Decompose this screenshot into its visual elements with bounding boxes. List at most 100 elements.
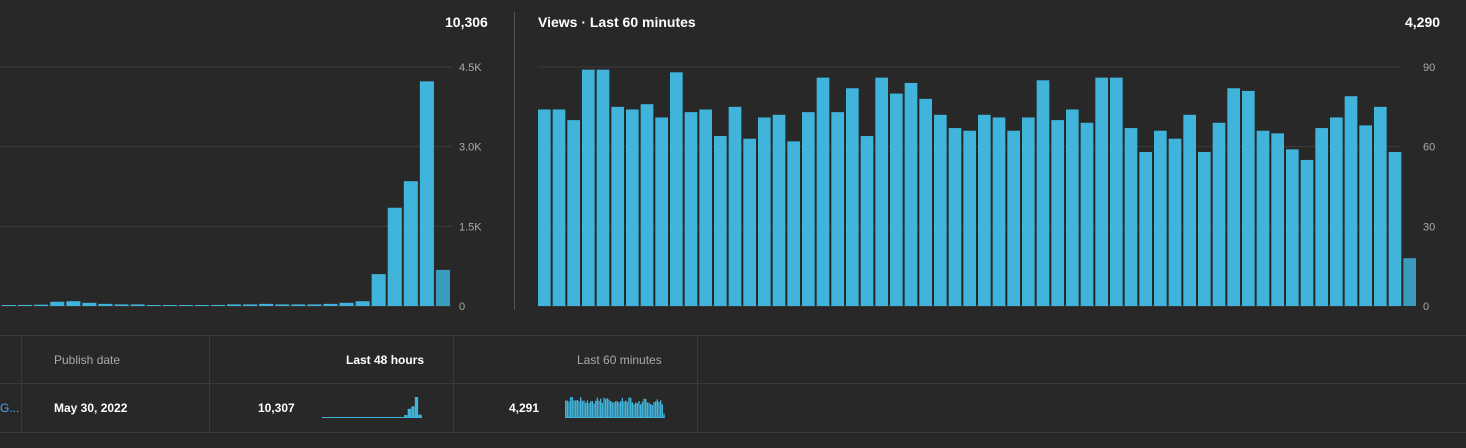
views-60m-bar[interactable] [1183, 114, 1196, 306]
views-48h-bar[interactable] [371, 274, 386, 306]
views-48h-bar[interactable] [66, 301, 81, 306]
views-48h-bar[interactable] [227, 304, 242, 306]
views-48h-bar[interactable] [275, 304, 290, 306]
views-60m-bar[interactable] [1066, 109, 1079, 306]
views-60m-bar[interactable] [728, 106, 742, 306]
views-60m-bar[interactable] [552, 109, 566, 306]
sparkline-60m-bar [568, 401, 570, 418]
views-60m-bar[interactable] [596, 69, 610, 307]
sparkline-60m-bar [578, 401, 580, 418]
views-60m-bar[interactable] [626, 109, 639, 306]
views-60m-bar[interactable] [816, 77, 830, 306]
views-60m-bar[interactable] [758, 117, 771, 306]
views-60m-bar[interactable] [1374, 106, 1387, 306]
views-60m-bar[interactable] [1154, 130, 1167, 306]
views-60m-bar[interactable] [1051, 120, 1064, 306]
views-48h-bar[interactable] [419, 81, 434, 306]
views-60m-bar[interactable] [1110, 77, 1123, 306]
views-48h-bar[interactable] [34, 304, 49, 306]
views-60m-bar[interactable] [1403, 258, 1416, 306]
views-48h-bar[interactable] [435, 269, 450, 306]
views-48h-bar[interactable] [339, 302, 354, 306]
views-48h-bar[interactable] [323, 303, 338, 306]
views-60m-bar[interactable] [1198, 151, 1211, 306]
header-last-60-minutes[interactable]: Last 60 minutes [577, 353, 662, 367]
views-60m-bar[interactable] [904, 82, 918, 306]
views-60m-bar[interactable] [934, 114, 947, 306]
views-60m-bar[interactable] [1359, 125, 1372, 306]
views-60m-bar[interactable] [846, 88, 859, 306]
views-60m-bar[interactable] [1168, 138, 1182, 306]
views-60m-bar[interactable] [684, 112, 698, 307]
views-48h-bar[interactable] [130, 304, 145, 306]
views-48h-bar[interactable] [403, 181, 418, 306]
views-60m-bar[interactable] [1330, 117, 1343, 306]
views-48h-bar[interactable] [114, 304, 129, 306]
views-60m-bar[interactable] [1036, 80, 1050, 307]
views-60m-bar[interactable] [992, 117, 1006, 306]
views-48h-bar[interactable] [355, 301, 370, 306]
views-60m-bar[interactable] [582, 69, 595, 307]
views-60m-bar[interactable] [1095, 77, 1108, 306]
views-48h-bar[interactable] [194, 305, 209, 306]
views-60m-bar[interactable] [963, 130, 976, 306]
views-48h-bar[interactable] [243, 304, 258, 306]
views-60m-bar[interactable] [1256, 130, 1270, 306]
views-60m-bar[interactable] [919, 98, 932, 306]
views-48h-bar[interactable] [210, 304, 225, 306]
views-60m-bar[interactable] [1300, 159, 1314, 306]
views-60m-bar[interactable] [538, 109, 551, 306]
views-60m-bar[interactable] [714, 136, 727, 306]
views-60m-bar[interactable] [802, 112, 815, 307]
views-60m-bar[interactable] [1344, 96, 1358, 306]
video-title-link[interactable]: G... [0, 401, 20, 415]
views-60m-bar[interactable] [860, 136, 874, 306]
views-60m-bar[interactable] [611, 106, 624, 306]
views-60m-bar[interactable] [890, 93, 903, 306]
views-60m-bar[interactable] [1212, 122, 1226, 307]
header-publish-date[interactable]: Publish date [54, 353, 121, 367]
views-48h-bar[interactable] [146, 305, 161, 306]
views-60m-bar[interactable] [1242, 90, 1255, 307]
views-48h-bar[interactable] [82, 302, 97, 306]
views-48h-bar[interactable] [259, 303, 274, 306]
views-48h-bar[interactable] [178, 305, 193, 306]
views-60m-bar[interactable] [1022, 117, 1035, 306]
sparkline-48h [322, 397, 422, 418]
views-48h-bar[interactable] [291, 304, 306, 306]
views-60m-bar[interactable] [1227, 88, 1240, 306]
sparkline-60m-bar [651, 405, 654, 418]
views-60m-bar[interactable] [1315, 128, 1328, 306]
views-60m-bar[interactable] [831, 112, 844, 307]
views-48h-bar[interactable] [50, 301, 65, 306]
sparkline-60m-bar [601, 402, 604, 418]
views-60m-bar[interactable] [1124, 128, 1138, 306]
views-60m-bar[interactable] [875, 77, 888, 306]
views-60m-bar[interactable] [1286, 149, 1299, 306]
views-60m-bar[interactable] [640, 104, 654, 306]
sparkline-60m-bar [566, 400, 569, 418]
views-48h-bar[interactable] [162, 305, 177, 306]
views-60m-bar[interactable] [948, 128, 962, 306]
views-60m-bar[interactable] [1388, 151, 1402, 306]
header-last-48-hours[interactable]: Last 48 hours [346, 353, 425, 367]
views-48h-bar[interactable] [387, 207, 402, 306]
views-48h-bar[interactable] [2, 305, 17, 306]
views-60m-bar[interactable] [772, 114, 786, 306]
views-60m-bar[interactable] [655, 117, 668, 306]
views-60m-bar[interactable] [787, 141, 800, 306]
views-60m-bar[interactable] [1271, 133, 1284, 306]
views-60m-bar[interactable] [1080, 122, 1094, 307]
views-60m-bar[interactable] [978, 114, 991, 306]
views-60m-bar[interactable] [1007, 130, 1020, 306]
sparkline-60m-bar [638, 401, 640, 418]
views-60m-bar[interactable] [670, 72, 683, 306]
views-48h-bar[interactable] [307, 304, 322, 306]
views-60m-bar[interactable] [567, 120, 580, 306]
views-60m-bar[interactable] [1139, 151, 1152, 306]
views-48h-bar[interactable] [18, 304, 33, 306]
views-48h-bar[interactable] [98, 303, 113, 306]
views-60m-bar[interactable] [699, 109, 712, 306]
views-60m-bar[interactable] [743, 138, 756, 306]
sparkline-60m-bar [631, 402, 634, 418]
